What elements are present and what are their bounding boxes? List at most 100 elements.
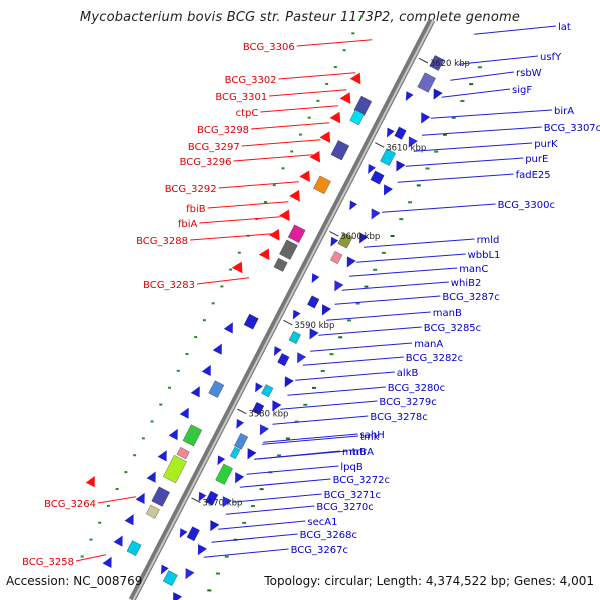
reverse-arrow xyxy=(289,189,300,202)
right-gene-label: BCG_3279c xyxy=(379,397,436,408)
scale-label: 3570 kbp xyxy=(202,499,242,509)
skew-dot xyxy=(224,555,229,558)
scale-tick xyxy=(283,319,293,326)
left-leader xyxy=(199,216,281,224)
forward-gene xyxy=(186,526,200,542)
right-gene-label: BCG_3282c xyxy=(406,353,463,364)
skew-dot xyxy=(360,15,364,18)
right-leader xyxy=(334,295,441,305)
right-leader xyxy=(356,253,466,263)
right-leader xyxy=(430,109,553,119)
forward-arrow xyxy=(383,184,394,196)
forward-gene xyxy=(234,433,249,450)
right-leader xyxy=(348,267,458,277)
skew-dot xyxy=(176,369,180,372)
accession-text: Accession: NC_008769 xyxy=(6,574,143,588)
left-gene-label: ctpC xyxy=(236,108,259,119)
forward-arrow xyxy=(311,273,320,284)
scale-label: 3600 kbp xyxy=(340,232,380,242)
right-gene-label: BCG_3307c xyxy=(544,123,600,134)
scale-tick xyxy=(329,231,339,237)
right-gene-label: manC xyxy=(459,264,488,275)
skew-dot xyxy=(399,218,404,221)
left-gene-label: fbiB xyxy=(186,204,206,215)
reverse-arrow xyxy=(231,261,243,274)
right-gene-label: mtrB xyxy=(342,447,367,458)
right-leader xyxy=(203,548,289,558)
right-leader xyxy=(239,478,331,488)
forward-gene xyxy=(288,330,301,344)
forward-arrow xyxy=(272,400,282,412)
forward-arrow xyxy=(236,418,245,429)
right-gene-label: mtrA xyxy=(349,447,374,458)
reverse-arrow xyxy=(223,322,233,334)
forward-gene xyxy=(337,232,353,249)
left-gene-label: BCG_3297 xyxy=(188,142,240,153)
reverse-gene xyxy=(243,313,259,330)
right-leader xyxy=(218,520,306,530)
reverse-gene xyxy=(126,540,142,556)
reverse-arrow xyxy=(258,248,270,261)
reverse-arrow xyxy=(212,343,222,355)
skew-dot xyxy=(408,201,413,204)
right-leader xyxy=(254,450,341,460)
skew-dot xyxy=(342,49,346,52)
right-gene-label: rsbW xyxy=(516,68,542,79)
right-gene-label: alkB xyxy=(397,368,419,379)
left-gene-label: BCG_3302 xyxy=(225,75,277,86)
reverse-arrow xyxy=(201,364,211,377)
skew-dot xyxy=(211,302,215,305)
reverse-arrow xyxy=(146,471,156,483)
right-gene-label: fadE25 xyxy=(516,170,551,181)
right-leader xyxy=(318,326,422,336)
reverse-gene xyxy=(313,175,331,195)
reverse-gene xyxy=(145,504,160,519)
genome-backbone xyxy=(128,18,436,600)
reverse-arrow xyxy=(157,450,167,462)
forward-arrow xyxy=(284,376,294,388)
left-gene-label: BCG_3288 xyxy=(136,236,188,247)
forward-arrow xyxy=(273,346,282,356)
skew-dot xyxy=(220,285,224,288)
reverse-gene xyxy=(353,95,373,116)
skew-dot xyxy=(460,100,465,103)
skew-dot xyxy=(294,420,299,423)
right-leader xyxy=(474,25,557,35)
skew-dot xyxy=(237,251,241,254)
skew-dot xyxy=(333,66,337,69)
right-leader xyxy=(326,311,431,321)
right-gene-label: BCG_3270c xyxy=(316,502,373,513)
forward-arrow xyxy=(309,328,319,340)
scale-marks: 3620 kbp 3610 kbp 3600 kbp 3590 kbp 3580 kbp… xyxy=(191,57,470,509)
scale-tick xyxy=(191,497,201,503)
reverse-gene xyxy=(182,424,203,447)
skew-dot xyxy=(259,488,264,491)
reverse-gene xyxy=(176,447,190,460)
reverse-gene xyxy=(208,380,225,398)
skew-dot xyxy=(477,66,482,69)
forward-arrow xyxy=(346,256,356,268)
right-gene-label: rmld xyxy=(477,235,500,246)
topology-text: Topology: circular; Length: 4,374,522 bp… xyxy=(264,574,594,588)
right-leader xyxy=(287,386,386,396)
right-gene-label: BCG_3300c xyxy=(498,200,555,211)
scale-label: 3610 kbp xyxy=(386,143,426,153)
forward-arrow xyxy=(405,91,414,102)
forward-arrow xyxy=(259,424,269,436)
skew-dot xyxy=(89,538,93,541)
skew-dot xyxy=(250,505,255,508)
right-leader xyxy=(232,493,322,503)
skew-dot xyxy=(312,386,317,389)
reverse-arrow xyxy=(113,535,123,547)
skew-dot xyxy=(316,99,320,102)
skew-dot xyxy=(216,572,221,575)
left-leader xyxy=(251,122,330,130)
right-gene-label: purE xyxy=(525,154,548,165)
reverse-gene xyxy=(279,239,298,260)
forward-gene xyxy=(307,295,320,309)
forward-arrow xyxy=(235,472,245,484)
right-gene-label: BCG_3268c xyxy=(300,530,357,541)
forward-arrow xyxy=(185,568,195,580)
forward-arrow xyxy=(387,127,395,138)
forward-arrow xyxy=(359,232,369,244)
